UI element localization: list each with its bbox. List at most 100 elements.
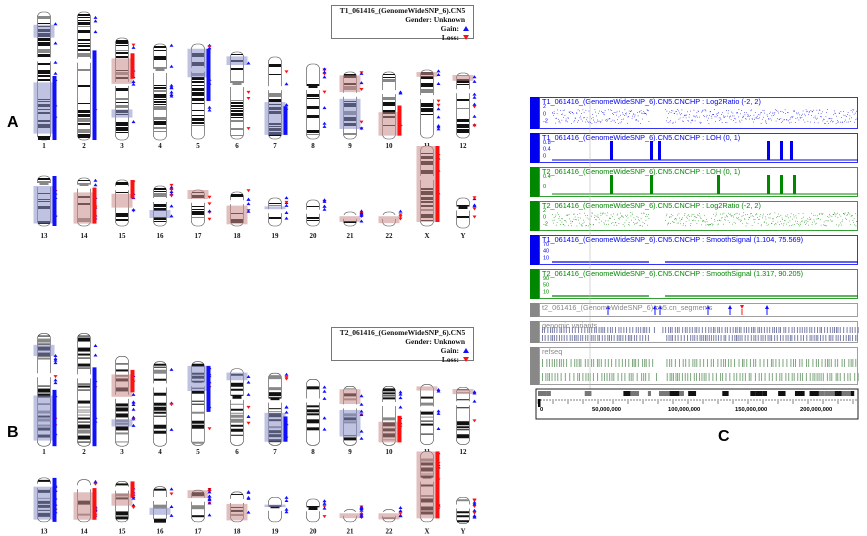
track-scale-label: 90 bbox=[543, 276, 549, 282]
track-scale-label: 0.4 bbox=[543, 174, 551, 180]
chromosome-3: 3 bbox=[111, 37, 136, 150]
chromosome-8: 8 bbox=[306, 63, 327, 150]
chromosome-6: 6 bbox=[226, 368, 251, 456]
chromosome-label: 4 bbox=[158, 448, 162, 456]
chromosome-label: 10 bbox=[386, 142, 394, 150]
chromosome-14: 14 bbox=[73, 479, 98, 536]
chromosome-label: 1 bbox=[42, 448, 46, 456]
legend-gender: Gender: Unknown bbox=[405, 337, 465, 346]
chromosome-2: 2 bbox=[77, 333, 98, 456]
chromosome-12: 12 bbox=[452, 386, 477, 456]
chromosome-label: 1 bbox=[42, 142, 46, 150]
ruler-tick-label: 150,000,000 bbox=[735, 407, 767, 413]
chromosome-3: 3 bbox=[111, 356, 136, 456]
track-label: T1_061416_(GenomeWideSNP_6).CN5.CNCHP : … bbox=[542, 97, 761, 106]
chromosome-18: 18 bbox=[226, 490, 251, 536]
chromosome-label: 7 bbox=[273, 448, 277, 456]
chromosome-label: 9 bbox=[348, 448, 352, 456]
chromosome-label: 20 bbox=[310, 232, 318, 240]
track-scale-label: -2 bbox=[543, 119, 548, 125]
chromosome-label: X bbox=[424, 528, 429, 536]
chromosome-6: 6 bbox=[226, 51, 251, 150]
chromosome-label: 5 bbox=[196, 448, 200, 456]
legend-gain-label: Gain: bbox=[440, 346, 459, 355]
chromosome-label: 14 bbox=[81, 232, 89, 240]
chromosome-11: 11 bbox=[416, 69, 441, 150]
chromosome-label: Y bbox=[460, 232, 465, 240]
chromosome-label: 16 bbox=[157, 232, 165, 240]
ruler-tick-label: 50,000,000 bbox=[592, 407, 621, 413]
ruler-tick-label: 0 bbox=[540, 407, 543, 413]
track-scale-label: 0 bbox=[543, 111, 546, 117]
track-label: refseq bbox=[542, 347, 562, 356]
legend-loss-label: Loss: bbox=[441, 355, 459, 364]
gain-triangle-icon bbox=[463, 348, 469, 353]
chromosome-label: 22 bbox=[386, 232, 394, 240]
chromosome-label: 4 bbox=[158, 142, 162, 150]
track-scale-label: 10 bbox=[543, 289, 549, 295]
panel-label-a: A bbox=[7, 114, 19, 131]
chromosome-label: 13 bbox=[41, 528, 49, 536]
chromosome-10: 10 bbox=[378, 71, 403, 150]
browser-track-loh: 0.80.40 T1_061416_(GenomeWideSNP_6).CN5.C… bbox=[530, 133, 858, 163]
track-scale-label: 0.8 bbox=[543, 140, 551, 146]
chromosome-label: 15 bbox=[119, 528, 127, 536]
ruler-tick-label: 200,000,000 bbox=[800, 407, 832, 413]
track-scale-label: 0 bbox=[543, 215, 546, 221]
legend-gain-label: Gain: bbox=[440, 24, 459, 33]
chromosome-13: 13 bbox=[33, 175, 58, 240]
chromosome-label: 18 bbox=[234, 528, 242, 536]
chromosome-9: 9 bbox=[339, 386, 364, 456]
chromosome-18: 18 bbox=[226, 189, 251, 240]
chromosome-label: 6 bbox=[235, 142, 239, 150]
chromosome-label: Y bbox=[460, 528, 465, 536]
chromosome-15: 15 bbox=[111, 481, 136, 536]
track-scale-label: 50 bbox=[543, 283, 549, 289]
browser-track-scatter: 20-2 T2_061416_(GenomeWideSNP_6).CN5.CNCH… bbox=[530, 201, 858, 231]
chromosome-X: X bbox=[416, 145, 441, 240]
chromosome-11: 11 bbox=[416, 384, 441, 456]
chromosome-5: 5 bbox=[187, 361, 212, 456]
panel-label-c: C bbox=[718, 428, 730, 445]
chromosome-17: 17 bbox=[187, 189, 212, 240]
chromosome-22: 22 bbox=[378, 209, 403, 240]
track-scale-label: 10 bbox=[543, 255, 549, 261]
chromosome-label: 12 bbox=[460, 448, 468, 456]
chromosome-4: 4 bbox=[153, 361, 174, 456]
panel-label-b: B bbox=[7, 424, 19, 441]
loss-triangle-icon bbox=[463, 35, 469, 40]
chromosome-19: 19 bbox=[264, 196, 289, 240]
chromosome-label: 19 bbox=[272, 528, 280, 536]
chromosome-1: 1 bbox=[33, 333, 58, 456]
chromosome-4: 4 bbox=[153, 43, 174, 150]
legend-loss-label: Loss: bbox=[441, 33, 459, 42]
chromosome-label: 6 bbox=[235, 448, 239, 456]
chromosome-16: 16 bbox=[149, 183, 174, 240]
chromosome-label: 12 bbox=[460, 142, 468, 150]
chromosome-label: 18 bbox=[234, 232, 242, 240]
karyotype-panel-a: 12345678910111213141516171819202122XY bbox=[33, 11, 477, 240]
track-label: T1_061416_(GenomeWideSNP_6).CN5.CNCHP : … bbox=[542, 133, 740, 142]
chromosome-21: 21 bbox=[339, 505, 364, 536]
legend-loss-row: Loss: bbox=[332, 355, 473, 364]
track-label: T2_061416_(GenomeWideSNP_6).CN5.CNCHP : … bbox=[542, 269, 803, 278]
browser-track-segments: t2_061416_(GenomeWideSNP_6).cn5.cn_segme… bbox=[530, 303, 858, 317]
chromosome-label: 20 bbox=[310, 528, 318, 536]
genome-browser-panel: 2 0 -2 T1_061416_(GenomeWideSNP_6).CN5.CNCH… bbox=[530, 93, 860, 420]
chromosome-label: 2 bbox=[82, 142, 86, 150]
chromosome-label: X bbox=[424, 232, 429, 240]
chromosome-label: 22 bbox=[386, 528, 394, 536]
chromosome-15: 15 bbox=[111, 179, 136, 240]
chromosome-21: 21 bbox=[339, 209, 364, 240]
chromosome-8: 8 bbox=[306, 379, 327, 456]
loss-triangle-icon bbox=[463, 357, 469, 362]
chromosome-7: 7 bbox=[264, 372, 289, 456]
chromosome-label: 21 bbox=[347, 232, 355, 240]
track-scale-label: 0 bbox=[543, 153, 546, 159]
chromosome-X: X bbox=[416, 451, 441, 536]
chromosome-9: 9 bbox=[339, 71, 364, 150]
track-scale-label: 0 bbox=[543, 184, 546, 190]
browser-track-variants: genomic variants bbox=[530, 321, 859, 343]
chromosome-label: 8 bbox=[311, 448, 315, 456]
track-scale-label: 70 bbox=[543, 242, 549, 248]
